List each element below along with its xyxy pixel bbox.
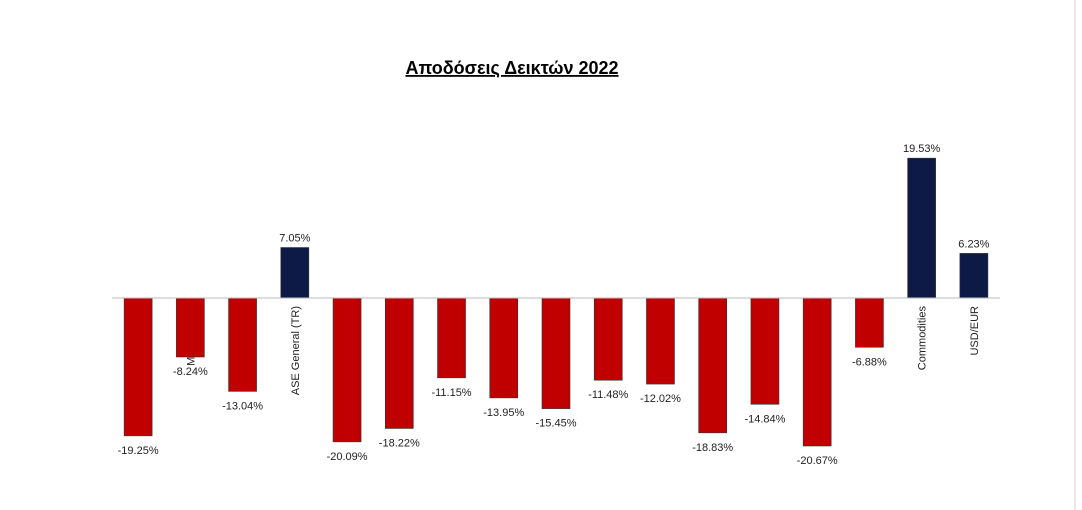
bar <box>698 297 728 434</box>
value-label: -12.02% <box>640 393 681 405</box>
value-label: 7.05% <box>279 233 310 245</box>
value-label: -14.84% <box>744 413 785 425</box>
value-label: 19.53% <box>903 143 941 155</box>
x-tick-label: ASE General (TR) <box>290 306 302 395</box>
bar <box>593 297 623 381</box>
value-label: -8.24% <box>173 366 208 378</box>
value-label: 6.23% <box>958 238 989 250</box>
bar <box>802 297 832 447</box>
value-label: -19.25% <box>118 445 159 457</box>
chart-title: Αποδόσεις Δεικτών 2022 <box>405 58 618 78</box>
bars: -19.25% -8.24% -13.04% 7.05% -20.09% -18.22% -… <box>112 143 1000 467</box>
bar <box>280 247 310 299</box>
value-label: -6.88% <box>852 356 887 368</box>
bar <box>332 297 362 443</box>
bar <box>228 297 257 392</box>
bar <box>959 253 989 299</box>
value-label: -18.22% <box>379 437 420 449</box>
bar <box>123 297 153 437</box>
value-label: -20.09% <box>327 451 368 463</box>
bar <box>750 297 780 405</box>
value-label: -11.48% <box>588 389 628 401</box>
bar <box>384 297 414 429</box>
value-label: -11.15% <box>431 387 471 399</box>
bar <box>176 297 205 358</box>
value-label: -18.83% <box>692 442 733 454</box>
x-tick-label: Commodities <box>917 306 929 371</box>
bar <box>855 297 884 348</box>
bar <box>489 297 519 399</box>
bar <box>646 297 675 385</box>
bar <box>437 297 466 379</box>
value-label: -15.45% <box>536 418 577 430</box>
x-tick-label: USD/EUR <box>969 306 981 356</box>
value-label: -13.95% <box>483 407 524 419</box>
value-label: -13.04% <box>222 400 263 412</box>
value-label: -20.67% <box>797 455 838 467</box>
bar <box>907 157 936 299</box>
bar <box>541 297 571 409</box>
